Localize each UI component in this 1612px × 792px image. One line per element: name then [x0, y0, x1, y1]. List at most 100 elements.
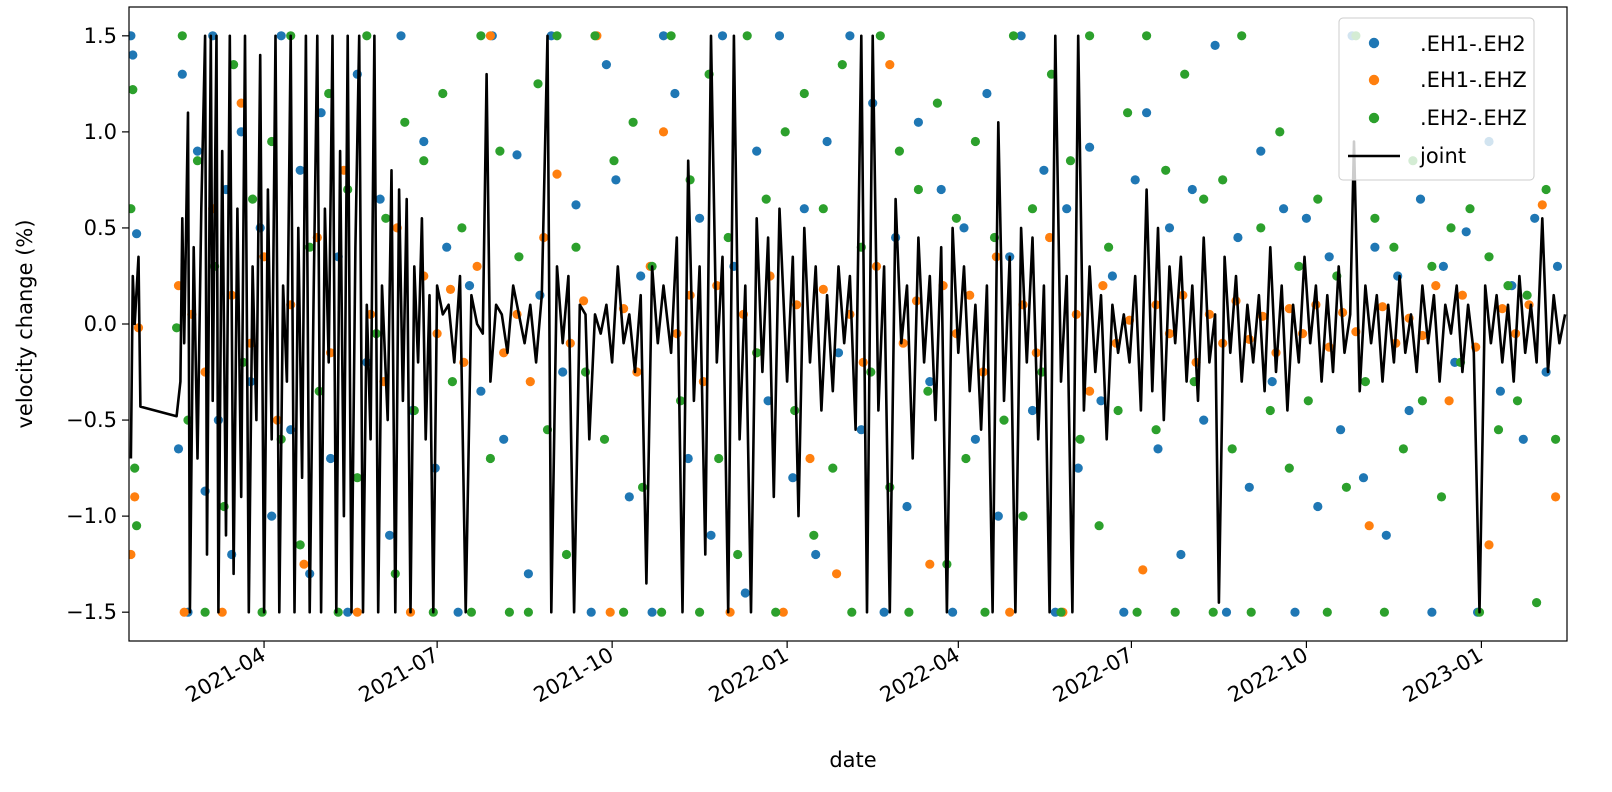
data-point-eh1-ehz [672, 329, 682, 339]
data-point-eh2-ehz [723, 232, 733, 243]
data-point-eh1-eh2 [129, 50, 138, 60]
x-axis-label: date [829, 748, 876, 772]
data-point-eh2-ehz [1161, 165, 1171, 175]
data-point-eh2-ehz [192, 156, 203, 166]
data-point-eh1-eh2 [1495, 386, 1505, 396]
data-point-eh2-ehz [1446, 223, 1456, 233]
data-point-eh1-eh2 [1016, 31, 1026, 41]
data-point-eh1-eh2 [799, 204, 809, 214]
data-point-eh1-ehz [1444, 396, 1454, 406]
data-point-eh2-ehz [1303, 396, 1313, 406]
data-point-eh1-eh2 [752, 146, 762, 156]
data-point-eh1-ehz [1364, 521, 1374, 531]
y-tick-label: 1.0 [84, 120, 117, 144]
data-point-eh2-ehz [619, 607, 629, 617]
x-tick-label: 2023-01 [1399, 643, 1487, 708]
data-point-eh2-ehz [248, 194, 258, 204]
joint-series-line [129, 34, 1567, 614]
data-point-eh1-ehz [1138, 565, 1148, 575]
data-point-eh2-ehz [599, 434, 610, 444]
data-point-eh2-ehz [628, 117, 638, 127]
data-point-eh2-ehz [1065, 156, 1076, 166]
data-point-eh2-ehz [771, 607, 781, 617]
data-point-eh2-ehz [362, 31, 372, 41]
data-point-eh1-eh2 [1187, 184, 1197, 195]
data-point-eh1-ehz [579, 296, 589, 306]
data-point-eh1-eh2 [1267, 377, 1277, 387]
data-point-eh1-eh2 [177, 69, 187, 79]
data-point-eh1-eh2 [1119, 607, 1129, 617]
data-point-eh2-ehz [1465, 204, 1475, 214]
data-point-eh1-eh2 [845, 31, 855, 41]
data-point-eh1-eh2 [833, 348, 844, 358]
data-point-eh1-eh2 [1164, 223, 1175, 233]
data-point-eh1-eh2 [1336, 425, 1346, 435]
data-point-eh1-eh2 [276, 31, 286, 41]
data-point-eh2-ehz [733, 549, 743, 560]
data-point-eh2-ehz [1246, 607, 1256, 617]
data-point-eh2-ehz [1208, 607, 1218, 617]
data-point-eh2-ehz [847, 607, 857, 617]
data-point-eh2-ehz [961, 453, 971, 464]
data-point-eh1-eh2 [1461, 227, 1471, 237]
data-point-eh1-eh2 [948, 607, 958, 617]
data-point-eh1-eh2 [267, 511, 277, 521]
data-point-eh1-ehz [1005, 607, 1015, 617]
data-point-eh2-ehz [1436, 492, 1447, 502]
data-point-eh1-ehz [1537, 200, 1547, 210]
x-tick-label: 2021-04 [182, 643, 270, 708]
data-point-eh1-ehz [885, 60, 895, 70]
data-point-eh1-eh2 [788, 473, 798, 483]
data-point-eh1-eh2 [1358, 473, 1369, 483]
data-point-eh1-eh2 [601, 60, 612, 70]
data-point-eh2-ehz [790, 405, 800, 416]
data-point-eh1-ehz [130, 492, 140, 502]
data-point-eh1-eh2 [1552, 261, 1563, 271]
data-point-eh1-eh2 [453, 607, 463, 617]
x-tick-label: 2022-07 [1049, 643, 1137, 708]
data-point-eh1-ehz [1497, 304, 1507, 314]
data-point-eh1-eh2 [670, 88, 680, 99]
data-point-eh2-ehz [1265, 405, 1275, 416]
data-point-eh2-ehz [485, 453, 495, 464]
data-point-eh2-ehz [714, 453, 724, 464]
data-point-eh2-ehz [1512, 396, 1523, 406]
data-point-eh1-eh2 [970, 434, 981, 444]
y-axis: −1.5 −1.0 −0.5 0.0 0.5 1.0 1.5 [66, 24, 129, 624]
data-point-eh2-ehz [1132, 607, 1142, 617]
data-point-eh1-eh2 [913, 117, 924, 127]
data-point-eh2-ehz [1341, 482, 1351, 492]
data-point-eh2-ehz [894, 146, 905, 156]
x-tick-label: 2021-10 [530, 643, 618, 708]
data-point-eh2-ehz [1417, 396, 1427, 406]
data-point-eh2-ehz [129, 204, 136, 214]
data-point-eh1-eh2 [1085, 142, 1095, 152]
data-point-eh1-eh2 [1404, 405, 1414, 416]
data-point-eh1-eh2 [558, 367, 568, 377]
data-point-eh1-ehz [778, 607, 788, 617]
data-point-eh1-ehz [1098, 281, 1108, 291]
data-point-eh1-eh2 [1130, 175, 1140, 185]
data-point-eh2-ehz [352, 473, 362, 483]
data-point-eh1-ehz [1377, 302, 1388, 312]
data-point-eh1-eh2 [586, 607, 596, 617]
legend-box [1338, 17, 1535, 181]
data-point-eh2-ehz [1256, 223, 1266, 233]
data-point-eh2-ehz [761, 194, 771, 204]
data-point-eh1-eh2 [1062, 204, 1072, 214]
data-point-eh1-eh2 [1438, 261, 1448, 271]
data-point-eh1-ehz [299, 559, 309, 569]
data-point-eh2-ehz [132, 521, 142, 531]
data-point-eh1-eh2 [1290, 607, 1300, 617]
data-point-eh2-ehz [1360, 377, 1370, 387]
data-point-eh2-ehz [200, 607, 210, 617]
data-point-eh1-ehz [485, 31, 495, 41]
data-point-eh2-ehz [1085, 31, 1095, 41]
data-point-eh1-eh2 [959, 223, 969, 233]
data-point-eh1-eh2 [624, 492, 634, 502]
data-point-eh1-eh2 [993, 511, 1003, 521]
data-point-eh1-eh2 [1381, 530, 1391, 540]
x-tick-label: 2022-10 [1224, 643, 1312, 708]
data-point-eh2-ehz [837, 60, 847, 70]
data-point-eh2-ehz [533, 79, 543, 89]
